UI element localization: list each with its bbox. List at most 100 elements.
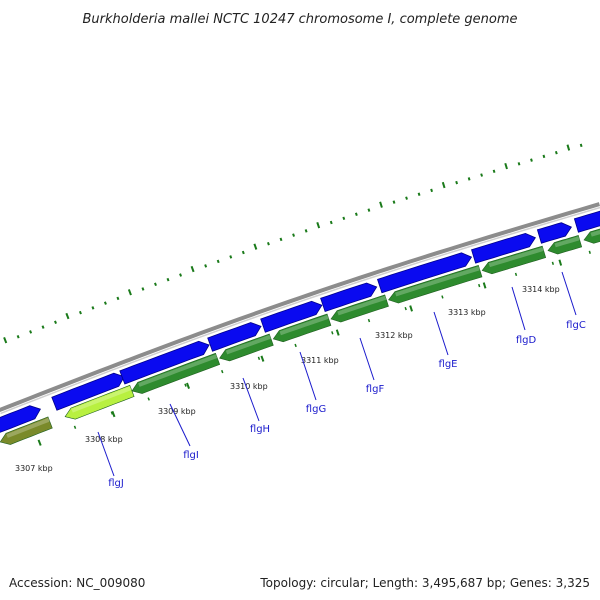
scale-minor-tick [73, 425, 77, 429]
reverse-gene-shine [279, 315, 329, 336]
forward-gene-arrow [320, 282, 378, 313]
reverse-gene-arrow [330, 294, 389, 323]
gc-track-dash [29, 330, 33, 334]
reverse-gene-shine [138, 354, 218, 387]
reverse-gene-shine [6, 417, 50, 438]
scale-label: 3313 kbp [448, 308, 486, 317]
gene-leader-line [242, 377, 260, 422]
gc-track-dash [216, 259, 220, 264]
reverse-gene-shine [554, 236, 580, 248]
gc-track-dash [229, 255, 233, 259]
gc-track-dash [405, 196, 408, 200]
gc-track-dash [316, 222, 321, 229]
scale-minor-tick [184, 383, 187, 387]
accession-text: Accession: NC_009080 [9, 576, 145, 590]
scale-label: 3311 kbp [301, 356, 339, 365]
scale-minor-tick [551, 261, 555, 265]
scale-minor-tick [588, 250, 591, 254]
forward-gene-arrow [207, 322, 262, 352]
gc-dotted-track [3, 143, 583, 344]
gc-track-dash [78, 310, 82, 315]
gc-track-dash [492, 169, 496, 174]
gc-track-dash [579, 143, 583, 148]
genome-summary-text: Topology: circular; Length: 3,495,687 bp… [259, 576, 590, 590]
gene-label: flgC [566, 320, 586, 331]
forward-gene-arrow [119, 340, 210, 385]
scale-minor-tick [514, 272, 518, 277]
gc-track-dash [91, 306, 95, 310]
gc-track-dash [253, 243, 258, 250]
gc-track-dash [554, 150, 558, 155]
reverse-gene-shine [337, 295, 387, 316]
scale-label: 3312 kbp [375, 331, 413, 340]
reverse-gene-arrow [388, 265, 483, 304]
gene-label: flgE [439, 359, 458, 370]
scale-tick [111, 410, 116, 418]
gc-track-dash [566, 144, 571, 151]
forward-gene-arrow [51, 372, 125, 411]
reverse-gene-shine [395, 266, 480, 297]
forward-gene-arrow [376, 252, 473, 294]
gc-track-dash [54, 320, 57, 325]
scale-minor-tick [441, 295, 444, 299]
gene-label-leaders: flgJ flgI flgH flgG flgF flgE flgD flgC [97, 271, 586, 489]
scale-minor-tick [367, 318, 371, 323]
scale-minor-tick [478, 283, 481, 288]
scale-minor-tick [294, 343, 297, 348]
scale-label: 3307 kbp [15, 464, 53, 473]
map-title: Burkholderia mallei NCTC 10247 chromosom… [82, 12, 517, 27]
scale-ticks: 3307 kbp 3308 kbp 3309 kbp 3310 kbp 3311 kbp… [15, 250, 591, 473]
gc-track-dash [504, 162, 508, 170]
gc-track-dash [367, 208, 371, 212]
reverse-gene-arrow [0, 416, 53, 445]
forward-strand-genes [0, 210, 600, 433]
reverse-gene-arrow [131, 352, 221, 394]
scale-label: 3309 kbp [158, 407, 196, 416]
gc-track-dash [267, 241, 270, 246]
gene-label: flgH [250, 424, 270, 435]
gc-track-dash [65, 312, 70, 320]
forward-gene-arrow [536, 222, 572, 244]
scale-tick [558, 259, 563, 266]
gc-track-dash [16, 334, 20, 339]
gene-leader-line [433, 311, 449, 356]
gc-track-dash [430, 188, 434, 193]
reverse-strand-genes [0, 228, 600, 445]
gc-track-dash [292, 233, 295, 237]
gc-track-dash [354, 212, 358, 216]
scale-minor-tick [257, 356, 261, 361]
scale-tick [482, 282, 487, 289]
gc-track-dash [179, 273, 183, 277]
reverse-gene-shine [590, 229, 600, 237]
gc-track-dash [441, 181, 446, 189]
reverse-gene-shine [488, 247, 544, 268]
reverse-gene-arrow [64, 384, 135, 420]
gene-leader-line [169, 403, 191, 447]
scale-minor-tick [404, 306, 407, 311]
gc-track-dash [127, 289, 132, 296]
scale-minor-tick [221, 369, 224, 374]
gc-track-dash [190, 265, 195, 273]
reverse-gene-shine [71, 386, 132, 413]
scale-minor-tick [331, 331, 334, 335]
scale-label: 3308 kbp [85, 435, 123, 444]
gene-leader-line [561, 271, 577, 316]
gc-track-dash [116, 296, 120, 301]
scale-minor-tick [110, 411, 114, 415]
gc-track-dash [41, 325, 45, 329]
gc-track-dash [480, 173, 484, 177]
backbone-line [0, 202, 600, 413]
reverse-gene-arrow [583, 228, 600, 244]
gene-leader-line [97, 431, 115, 477]
forward-gene-arrow [573, 210, 600, 233]
gc-track-dash [467, 177, 471, 181]
gene-leader-line [299, 351, 317, 401]
genome-backbone [0, 202, 600, 415]
reverse-gene-arrow [481, 245, 547, 275]
scale-tick [260, 355, 265, 362]
gc-track-dash [392, 200, 396, 204]
reverse-gene-arrow [272, 313, 332, 343]
reverse-gene-arrow [219, 333, 274, 362]
gc-track-dash [517, 162, 521, 166]
